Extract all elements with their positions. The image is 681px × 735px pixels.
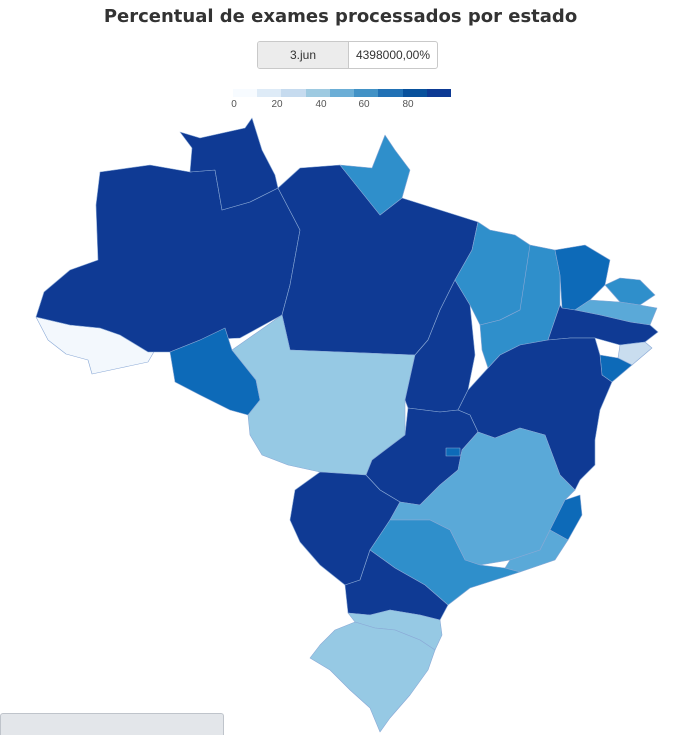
legend-swatch — [354, 89, 379, 97]
legend-tick: 0 — [231, 99, 237, 110]
legend-tick: 20 — [271, 99, 283, 110]
legend-color-scale — [233, 89, 451, 97]
state-ap[interactable] — [339, 134, 411, 216]
legend-swatch — [426, 89, 451, 97]
chart-title: Percentual de exames processados por est… — [103, 6, 578, 27]
state-df[interactable] — [445, 447, 461, 457]
date-selector[interactable]: 3.jun 4398000,00% — [257, 41, 438, 69]
state-rs[interactable] — [309, 621, 436, 733]
legend-swatch — [402, 89, 427, 97]
legend-swatch — [329, 89, 355, 97]
legend-swatch — [378, 89, 403, 97]
legend-tick: 80 — [402, 99, 414, 110]
legend-tick: 60 — [358, 99, 370, 110]
legend-swatch — [233, 89, 258, 97]
state-es[interactable] — [549, 494, 583, 541]
state-ce[interactable] — [554, 244, 611, 311]
horizontal-scrollbar[interactable] — [0, 713, 224, 735]
brazil-map — [35, 117, 659, 733]
legend-swatch — [281, 89, 306, 97]
legend-swatch — [257, 89, 282, 97]
legend-swatch — [305, 89, 330, 97]
state-rn[interactable] — [604, 277, 656, 306]
date-button[interactable]: 3.jun — [258, 42, 349, 68]
color-legend: 0 20 40 60 80 — [231, 89, 451, 113]
legend-tick: 40 — [315, 99, 327, 110]
date-value: 4398000,00% — [355, 48, 431, 62]
state-al[interactable] — [617, 341, 653, 366]
state-rj[interactable] — [504, 529, 569, 573]
